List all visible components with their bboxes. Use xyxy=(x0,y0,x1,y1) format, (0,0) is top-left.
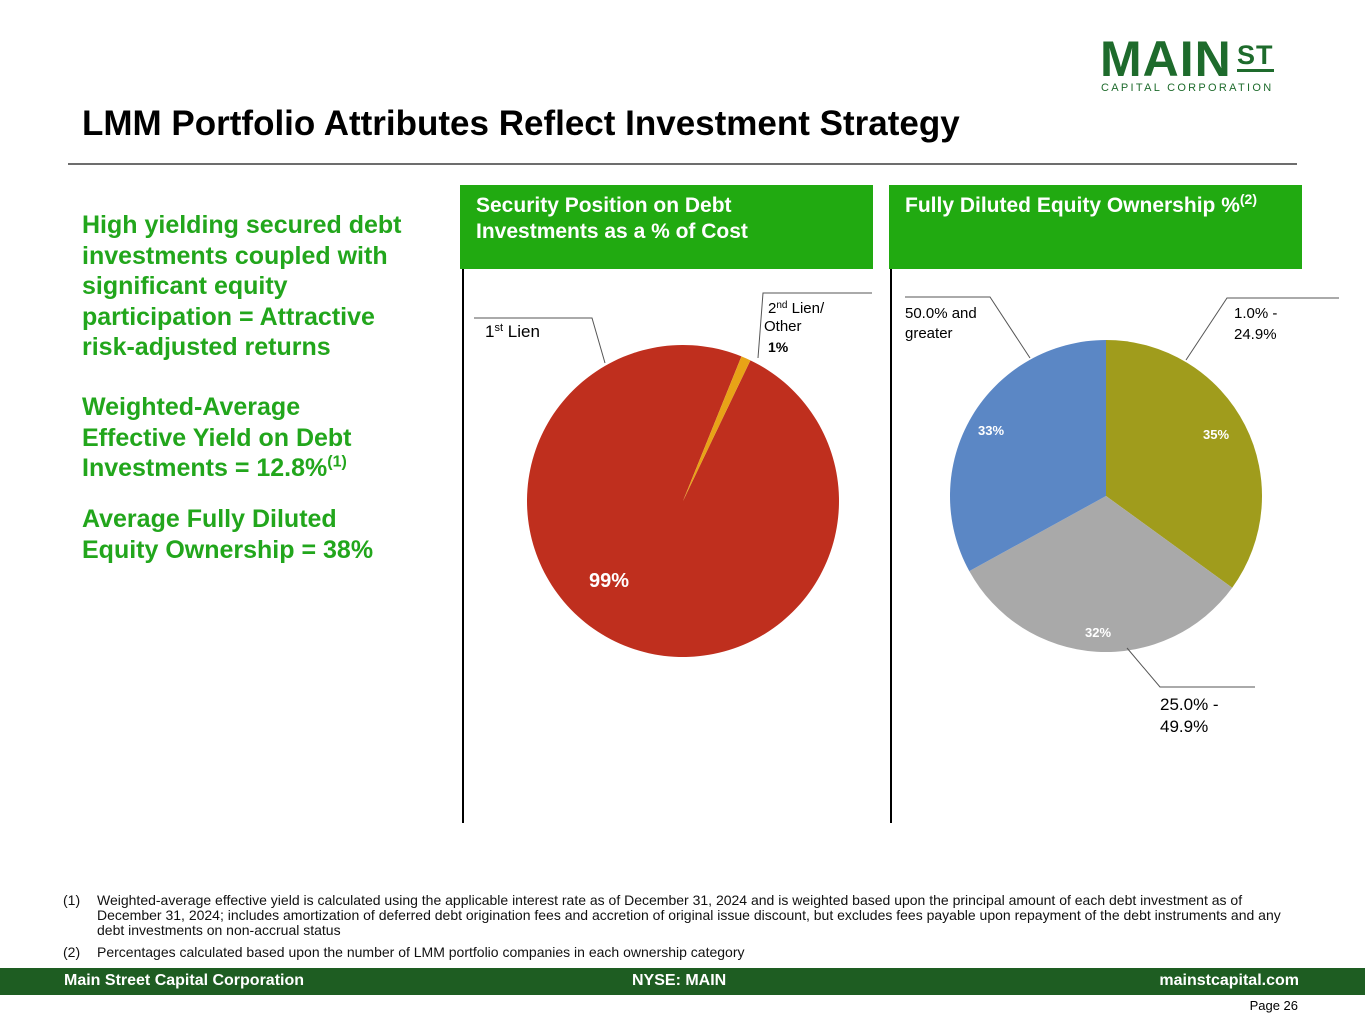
label-2nd-lien: 2nd Lien/ xyxy=(768,300,825,318)
footnote-1-number: (1) xyxy=(63,892,81,908)
equity-ownership-slice-0 xyxy=(1106,340,1263,588)
leader-line-25-49 xyxy=(1126,647,1255,688)
value-label-1st-lien: 99% xyxy=(589,570,629,592)
security-position-slice-1 xyxy=(683,356,751,501)
label-1st-lien: 1st Lien xyxy=(485,322,540,341)
footnote-ref-1: (1) xyxy=(327,453,347,471)
equity-ownership-pie xyxy=(950,340,1263,653)
effective-yield-label: Weighted-Average Effective Yield on Debt… xyxy=(82,393,352,482)
security-position-pie xyxy=(527,345,840,658)
footer-website[interactable]: mainstcapital.com xyxy=(1159,972,1299,989)
leader-line-1st-lien xyxy=(474,317,606,364)
security-position-slice-0 xyxy=(527,345,840,658)
leader-line-1-24 xyxy=(1185,297,1339,361)
value-label-1-24: 35% xyxy=(1203,427,1229,442)
footnote-1: (1) Weighted-average effective yield is … xyxy=(63,893,1293,938)
footnote-2: (2) Percentages calculated based upon th… xyxy=(63,945,1293,960)
label-1-24-line2: 24.9% xyxy=(1234,326,1277,343)
footnote-2-number: (2) xyxy=(63,944,81,960)
equity-ownership-slice-2 xyxy=(950,340,1106,572)
effective-yield-text: Weighted-Average Effective Yield on Debt… xyxy=(82,392,382,484)
label-25-49-line1: 25.0% - xyxy=(1160,695,1219,714)
footer-company-name: Main Street Capital Corporation xyxy=(64,972,305,989)
equity-ownership-header-text: Fully Diluted Equity Ownership % xyxy=(905,194,1240,217)
footnotes: (1) Weighted-average effective yield is … xyxy=(63,893,1293,967)
panel-divider-right xyxy=(890,269,892,823)
label-1-24-line1: 1.0% - xyxy=(1234,305,1277,322)
footer-bar: Main Street Capital Corporation NYSE: MA… xyxy=(0,968,1365,995)
equity-ownership-header: Fully Diluted Equity Ownership %(2) xyxy=(889,185,1302,269)
logo-subtitle: CAPITAL CORPORATION xyxy=(1101,82,1274,94)
title-divider xyxy=(68,163,1297,165)
logo-main-text: MAIN xyxy=(1100,31,1232,87)
label-50-plus-line1: 50.0% and xyxy=(905,305,977,322)
page-number: Page 26 xyxy=(1249,998,1298,1013)
label-50-plus-line2: greater xyxy=(905,325,953,342)
footnote-1-text: Weighted-average effective yield is calc… xyxy=(97,892,1281,938)
security-position-header: Security Position on Debt Investments as… xyxy=(460,185,873,269)
leader-line-2nd-lien xyxy=(757,292,872,359)
label-25-49-line2: 49.9% xyxy=(1160,717,1208,736)
label-2nd-lien-other: Other xyxy=(764,318,802,335)
page-title: LMM Portfolio Attributes Reflect Investm… xyxy=(82,104,960,143)
footer-ticker: NYSE: MAIN xyxy=(632,972,727,989)
footnote-ref-2: (2) xyxy=(1239,191,1257,207)
leader-line-50-plus xyxy=(905,296,1031,359)
value-label-50-plus: 33% xyxy=(978,423,1004,438)
investment-summary-text: High yielding secured debt investments c… xyxy=(82,211,402,361)
equity-ownership-slice-1 xyxy=(969,496,1233,653)
equity-ownership-text: Average Fully Diluted Equity Ownership =… xyxy=(82,505,374,564)
value-label-2nd-lien: 1% xyxy=(768,339,789,355)
security-position-header-text: Security Position on Debt Investments as… xyxy=(476,194,748,243)
value-label-25-49: 32% xyxy=(1085,625,1111,640)
footnote-2-text: Percentages calculated based upon the nu… xyxy=(97,944,745,960)
panel-divider-left xyxy=(462,269,464,823)
logo-st-text: ST xyxy=(1237,40,1274,72)
